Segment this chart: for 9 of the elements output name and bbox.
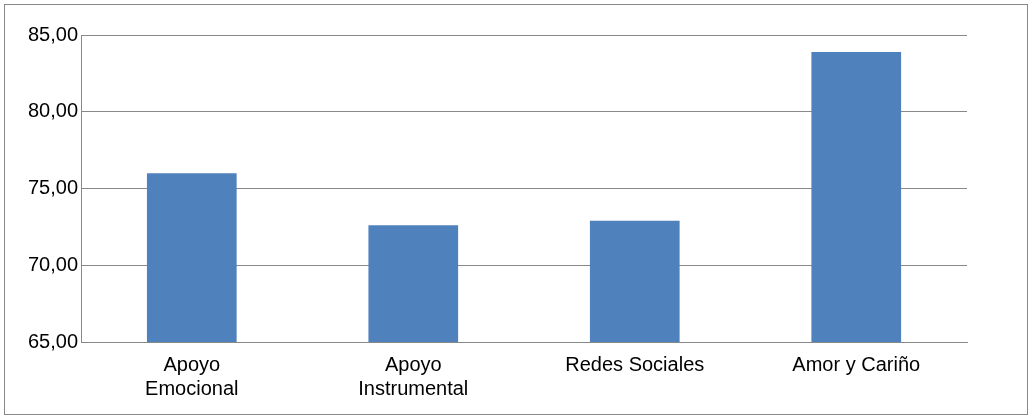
y-tick-label: 75,00 (27, 176, 79, 199)
x-tick-label: Amor y Cariño (792, 352, 921, 375)
y-tick-label: 70,00 (27, 252, 79, 275)
y-tick-label: 85,00 (27, 22, 79, 45)
y-tick-label: 65,00 (27, 329, 79, 352)
x-tick-label: Apoyo Emocional (145, 352, 239, 399)
y-tick-label: 80,00 (27, 99, 79, 122)
x-tick-label: Apoyo Instrumental (358, 352, 469, 399)
x-tick-label: Redes Sociales (565, 352, 705, 375)
